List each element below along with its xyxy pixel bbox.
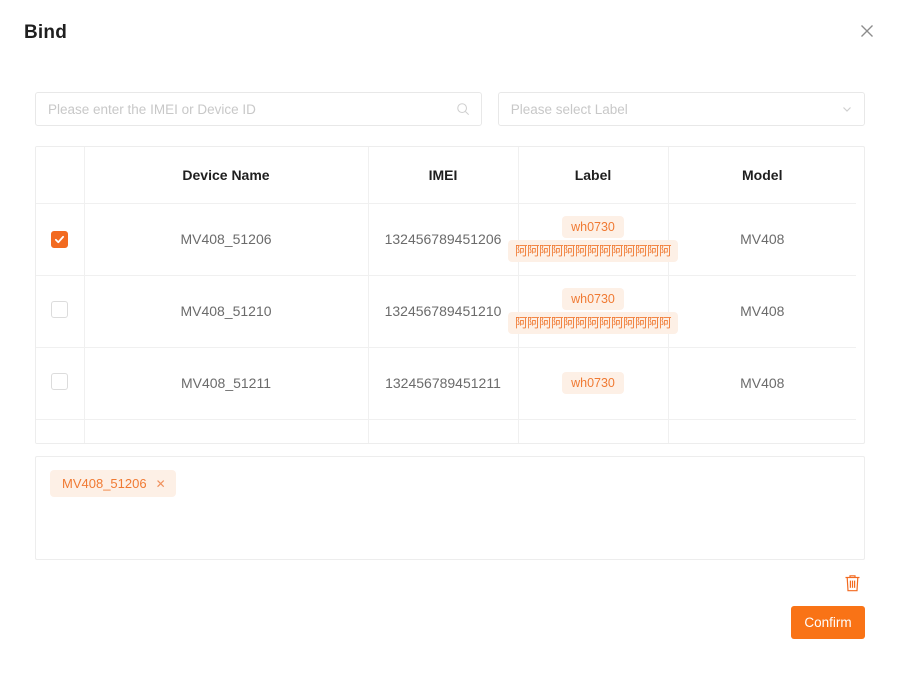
close-icon[interactable] [856, 20, 878, 42]
row-checkbox[interactable] [51, 373, 69, 390]
cell-label: wh0730 [518, 347, 669, 420]
label-select-value: Please select Label [510, 101, 628, 117]
cell-model: MA410 [668, 419, 856, 443]
cell-device-name: MV408_51211 [84, 347, 369, 420]
cell-label: wh0730 阿阿阿阿阿阿阿阿阿阿阿阿阿 [508, 203, 679, 276]
cell-imei: 132456789451210 [368, 275, 519, 348]
filter-bar: Please select Label [0, 66, 900, 126]
dialog-footer: Confirm [0, 594, 900, 639]
device-table: Device Name IMEI Label Model MV408_51206… [36, 147, 856, 443]
column-header-device-name: Device Name [84, 147, 369, 204]
cell-device-name: MV408_51206 [84, 203, 369, 276]
table-row[interactable]: MV408_51211 132456789451211 wh0730 MV408 [36, 347, 856, 420]
table-row[interactable]: MV408_51210 132456789451210 wh0730 阿阿阿阿阿阿阿阿… [36, 275, 856, 348]
cell-imei: 132456789451211 [368, 347, 519, 420]
search-input[interactable] [36, 93, 481, 125]
device-table-container[interactable]: Device Name IMEI Label Model MV408_51206… [35, 146, 865, 444]
cell-model: MV408 [668, 347, 856, 420]
label-tag: 阿阿阿阿阿阿阿阿阿阿阿阿阿 [508, 240, 679, 262]
cell-label: wh0730 [518, 419, 669, 443]
cell-imei: 132456789451206 [368, 203, 519, 276]
label-tag: wh0730 [562, 288, 624, 310]
cell-label: wh0730 阿阿阿阿阿阿阿阿阿阿阿阿阿 [508, 275, 679, 348]
cell-imei: 14532123123123 [368, 419, 519, 443]
label-tag: 阿阿阿阿阿阿阿阿阿阿阿阿阿 [508, 312, 679, 334]
column-header-imei: IMEI [368, 147, 519, 204]
cell-model: MV408 [668, 203, 856, 276]
row-checkbox[interactable] [51, 230, 69, 248]
close-icon[interactable]: ✕ [155, 476, 166, 491]
table-row[interactable]: MA410_2312314532123123123wh0730MA410 [36, 419, 856, 443]
selected-devices-box: MV408_51206 ✕ [35, 456, 865, 560]
selected-device-chip[interactable]: MV408_51206 ✕ [50, 470, 176, 497]
cell-device-name: MA410_23123 [84, 419, 369, 443]
table-body: MV408_51206 132456789451206 wh0730 阿阿阿阿阿阿阿阿… [36, 203, 856, 443]
chip-label: MV408_51206 [62, 476, 147, 491]
column-header-model: Model [668, 147, 856, 204]
row-checkbox-cell [36, 275, 85, 348]
label-tag: wh0730 [562, 372, 624, 394]
label-tag-group: wh0730 阿阿阿阿阿阿阿阿阿阿阿阿阿 [508, 216, 679, 262]
column-header-checkbox [36, 147, 85, 204]
table-header-row: Device Name IMEI Label Model [36, 147, 856, 204]
column-header-label: Label [518, 147, 669, 204]
label-tag: wh0730 [562, 216, 624, 238]
row-checkbox-cell [36, 203, 85, 276]
dialog-title: Bind [24, 22, 68, 43]
row-checkbox-cell [36, 419, 85, 443]
trash-row [0, 560, 900, 594]
label-tag-group: wh0730 [520, 372, 667, 394]
row-checkbox[interactable] [51, 301, 69, 318]
trash-icon[interactable] [842, 572, 862, 594]
confirm-button[interactable]: Confirm [791, 606, 865, 639]
label-tag-group: wh0730 阿阿阿阿阿阿阿阿阿阿阿阿阿 [508, 288, 679, 334]
table-row[interactable]: MV408_51206 132456789451206 wh0730 阿阿阿阿阿阿阿阿… [36, 203, 856, 276]
row-checkbox-cell [36, 347, 85, 420]
label-select[interactable]: Please select Label [497, 92, 865, 126]
dialog-header: Bind [0, 0, 900, 66]
cell-model: MV408 [668, 275, 856, 348]
cell-device-name: MV408_51210 [84, 275, 369, 348]
search-field[interactable] [35, 92, 482, 126]
